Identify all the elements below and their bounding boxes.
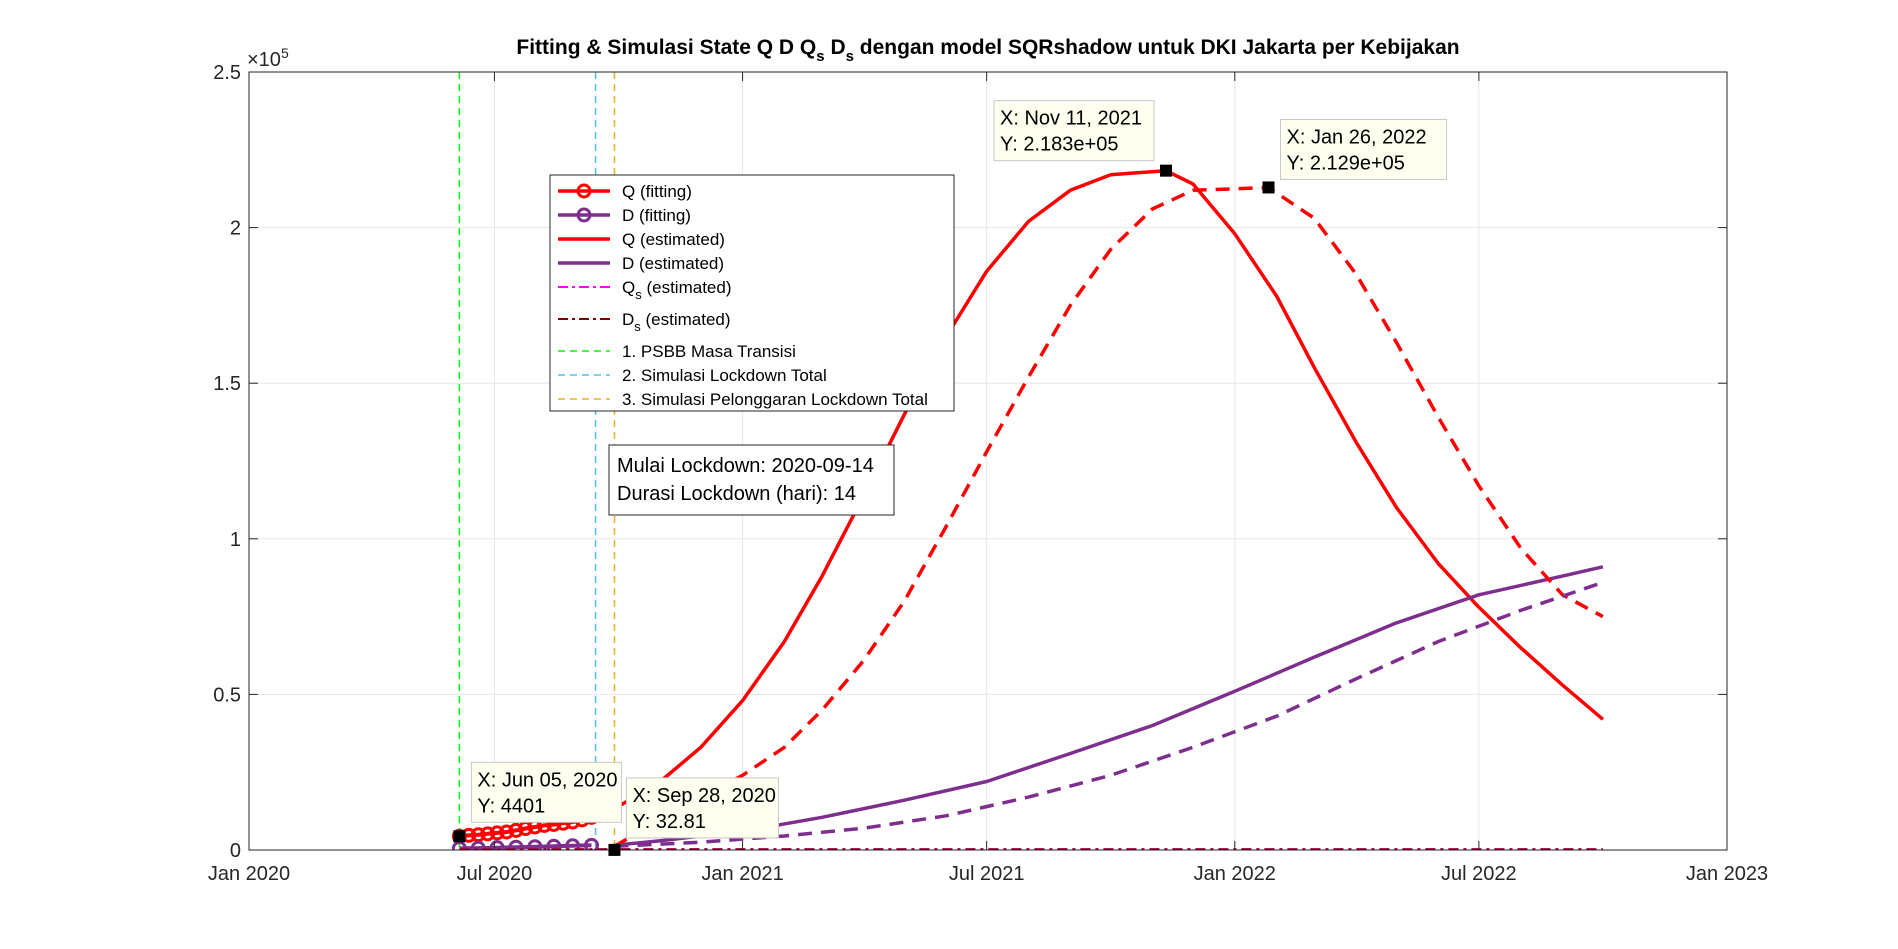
datatip-y: Y: 4401 [477,795,545,817]
series-line [614,580,1604,849]
legend-label: Q (estimated) [622,230,725,249]
x-tick-label: Jul 2020 [457,863,533,885]
axes-background [249,72,1727,850]
legend-label: Ds (estimated) [622,310,731,334]
series-marker [527,839,543,850]
series-line [594,168,1605,821]
lockdown-annotation: Mulai Lockdown: 2020-09-14 Durasi Lockdo… [608,444,895,516]
y-tick-label: 2.5 [213,62,241,84]
datatip-y: Y: 2.129e+05 [1286,152,1404,174]
legend: Q (fitting) D (fitting) Q (estimated) D (es… [549,174,955,412]
datatip-marker [453,830,466,843]
x-tick-label: Jan 2023 [1686,863,1768,885]
annotation-box [608,444,895,516]
legend-label: D (fitting) [622,206,691,225]
datatip-x: X: Jun 05, 2020 [477,769,617,791]
datatip-marker [1262,181,1275,194]
datatip-y: Y: 2.183e+05 [1000,134,1118,156]
series-marker [499,824,515,840]
datatip-marker [1160,164,1173,177]
series-line [459,843,592,850]
legend-label: D (estimated) [622,254,724,273]
legend-entries: Q (fitting) D (fitting) Q (estimated) D (es… [558,182,928,409]
legend-marker [576,183,592,199]
datatip-x: X: Nov 11, 2021 [1000,108,1142,130]
datatip-box [470,761,622,823]
axes-box [248,71,1728,851]
datatip-marker [608,843,621,856]
y-tick-label: 0 [230,840,241,862]
series-marker [480,826,496,842]
series-marker [584,837,600,850]
annotation-line-2: Durasi Lockdown (hari): 14 [617,483,856,505]
series-marker [565,838,581,850]
x-tick-label: Jan 2021 [701,863,783,885]
y-tick-label: 1.5 [213,373,241,395]
y-tick-label: 1 [230,529,241,551]
series-marker [546,838,562,850]
datatip-box [625,777,779,839]
series [451,168,1605,850]
datatip-box [993,100,1155,162]
x-tick-label: Jul 2021 [949,863,1025,885]
series-marker [489,825,505,841]
legend-label: Q (fitting) [622,182,692,201]
x-tick-label: Jan 2022 [1194,863,1276,885]
x-tick-label: Jul 2022 [1441,863,1517,885]
y-tick-label: 0.5 [213,684,241,706]
x-tick-label: Jan 2020 [208,863,290,885]
ticks: Jan 2020 Jul 2020 Jan 2021 Jul 2021 Jan 2022… [208,62,1768,885]
y-tick-label: 2 [230,218,241,240]
legend-label: 1. PSBB Masa Transisi [622,342,796,361]
series-line [613,185,1604,848]
series-marker [508,822,524,838]
y-exponent: ×105 [247,45,289,71]
legend-marker [576,207,592,223]
datatip-x: X: Sep 28, 2020 [632,785,775,807]
annotation-line-1: Mulai Lockdown: 2020-09-14 [617,455,874,477]
series-marker [508,839,524,850]
datatips: X: Jun 05, 2020 Y: 4401 X: Sep 28, 2020 Y: … [453,100,1447,856]
series-marker [489,840,505,850]
datatip-box [1279,118,1447,180]
datatip-x: X: Jan 26, 2022 [1286,126,1426,148]
datatip-y: Y: 32.81 [632,811,705,833]
legend-label: Qs (estimated) [622,278,731,302]
legend-label: 2. Simulasi Lockdown Total [622,366,827,385]
legend-box [549,174,955,412]
legend-label: 3. Simulasi Pelonggaran Lockdown Total [622,390,928,409]
chart-title: Fitting & Simulasi State Q D Qs Ds denga… [516,36,1459,65]
